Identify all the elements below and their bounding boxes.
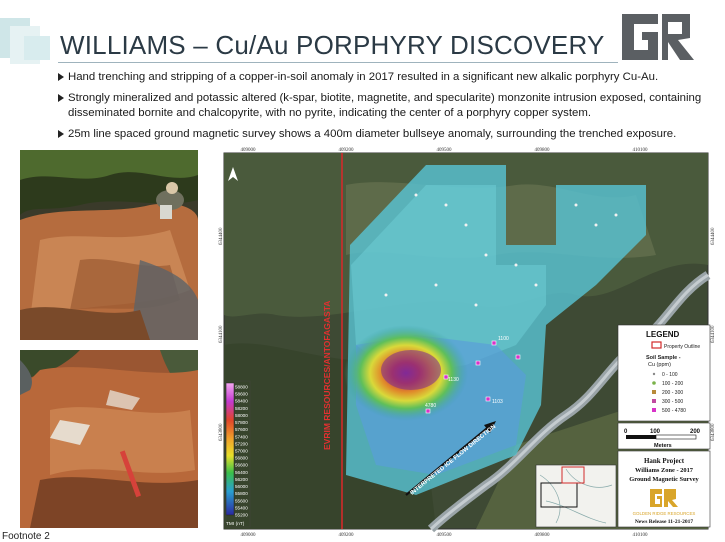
map-title-line: Ground Magnetic Survey xyxy=(629,476,699,483)
property-outline-swatch xyxy=(651,341,662,349)
sample-label: 1103 xyxy=(492,399,503,405)
bullet-item: 25m line spaced ground magnetic survey s… xyxy=(58,127,710,142)
northing-tick: 6344400 xyxy=(219,227,224,245)
legend-class: 200 - 300 xyxy=(662,390,683,396)
boundary-label: EVRIM RESOURCES/ANTOFAGASTA xyxy=(322,301,332,450)
legend-swatch xyxy=(652,408,656,412)
northing-tick: 6343800 xyxy=(711,423,716,441)
tmi-scale-label: 57800 xyxy=(235,420,248,425)
trench-photo xyxy=(20,150,198,340)
map-legend: LEGEND Property Outline Soil Sample - Cu… xyxy=(617,324,711,422)
tmi-color-scale: 58800 58600 58400 58200 58000 57800 57600 57400… xyxy=(225,380,251,528)
tmi-scale-label: 56600 xyxy=(235,463,248,468)
tmi-scale-label: 55400 xyxy=(235,505,248,510)
page-title: WILLIAMS – Cu/Au PORPHYRY DISCOVERY xyxy=(60,30,605,60)
arrow-head-icon xyxy=(484,421,496,433)
sample-label: 1100 xyxy=(498,336,509,342)
location-inset-map xyxy=(535,464,617,528)
tmi-scale-label: 56200 xyxy=(235,477,248,482)
easting-tick: 410100 xyxy=(633,533,649,537)
scale-label: 200 xyxy=(690,429,701,435)
northing-tick: 6344400 xyxy=(711,227,716,245)
legend-swatch xyxy=(652,390,656,394)
easting-tick: 409200 xyxy=(339,533,355,537)
sample-label: 1130 xyxy=(448,377,459,383)
tmi-scale-label: 56000 xyxy=(235,484,248,489)
bullet-item: Strongly mineralized and potassic altere… xyxy=(58,91,710,121)
legend-class: 0 - 100 xyxy=(662,372,678,378)
outcrop-closeup-photo xyxy=(20,350,198,528)
easting-tick: 409000 xyxy=(241,148,257,153)
golden-ridge-logo-icon xyxy=(664,489,678,507)
tmi-scale-label: 55200 xyxy=(235,513,248,518)
northing-tick: 6344100 xyxy=(711,325,716,343)
legend-class: 500 - 4780 xyxy=(662,408,686,414)
tmi-scale-label: 56400 xyxy=(235,470,248,475)
legend-soil-unit: Cu (ppm) xyxy=(648,362,671,368)
title-divider xyxy=(58,62,618,63)
scale-label: 0 xyxy=(624,429,628,435)
tmi-scale-label: 57200 xyxy=(235,441,248,446)
legend-swatch xyxy=(652,372,656,376)
easting-tick: 409800 xyxy=(535,533,551,537)
tmi-scale-label: 58600 xyxy=(235,392,248,397)
easting-tick: 409000 xyxy=(241,533,257,537)
easting-tick: 409500 xyxy=(437,533,453,537)
bullet-item: Hand trenching and stripping of a copper… xyxy=(58,70,710,85)
company-name: GOLDEN RIDGE RESOURCES xyxy=(633,511,696,516)
golden-ridge-logo-icon xyxy=(650,489,662,507)
legend-swatch xyxy=(652,381,656,385)
scale-bar: 0 100 200 Meters xyxy=(617,422,711,450)
ice-flow-arrow xyxy=(405,424,492,496)
tmi-scale-label: 58000 xyxy=(235,413,248,418)
tmi-scale-label: 58400 xyxy=(235,399,248,404)
northing-tick: 6344100 xyxy=(219,325,224,343)
company-logo xyxy=(622,14,694,60)
easting-tick: 409200 xyxy=(339,148,355,153)
bullet-list: Hand trenching and stripping of a copper… xyxy=(58,70,710,148)
northing-tick: 6343800 xyxy=(219,423,224,441)
tmi-scale-label: 57600 xyxy=(235,427,248,432)
legend-property-label: Property Outline xyxy=(664,344,700,350)
scale-unit: Meters xyxy=(654,443,672,449)
scale-label: 100 xyxy=(650,429,661,435)
easting-tick: 409800 xyxy=(535,148,551,153)
tmi-scale-label: 55600 xyxy=(235,498,248,503)
legend-swatch xyxy=(652,399,656,403)
map-title-line: Williams Zone - 2017 xyxy=(635,467,694,474)
tmi-scale-label: 57400 xyxy=(235,434,248,439)
tmi-scale-label: 56800 xyxy=(235,456,248,461)
map-title-block: Hank Project Williams Zone - 2017 Ground… xyxy=(617,450,711,528)
legend-soil-title: Soil Sample - xyxy=(646,355,681,361)
tmi-scale-label: 55800 xyxy=(235,491,248,496)
easting-tick: 409500 xyxy=(437,148,453,153)
magnetic-survey-map: 1100 1130 4780 1103 EVRIM RESOURCES/ANTO… xyxy=(216,145,716,537)
tmi-scale-label: 58800 xyxy=(235,385,248,390)
news-release-label: News Release 11-21-2017 xyxy=(635,519,694,525)
tmi-unit-label: TMI (nT) xyxy=(226,521,245,527)
corner-decoration xyxy=(0,18,50,64)
footnote: Footnote 2 xyxy=(2,531,50,542)
tmi-scale-label: 58200 xyxy=(235,406,248,411)
legend-class: 100 - 200 xyxy=(662,381,683,387)
legend-title: LEGEND xyxy=(646,330,680,339)
legend-class: 300 - 500 xyxy=(662,399,683,405)
map-title-line: Hank Project xyxy=(644,457,685,465)
easting-tick: 410100 xyxy=(633,148,649,153)
north-arrow-icon xyxy=(228,167,238,181)
sample-label: 4780 xyxy=(425,403,436,409)
tmi-scale-label: 57000 xyxy=(235,449,248,454)
